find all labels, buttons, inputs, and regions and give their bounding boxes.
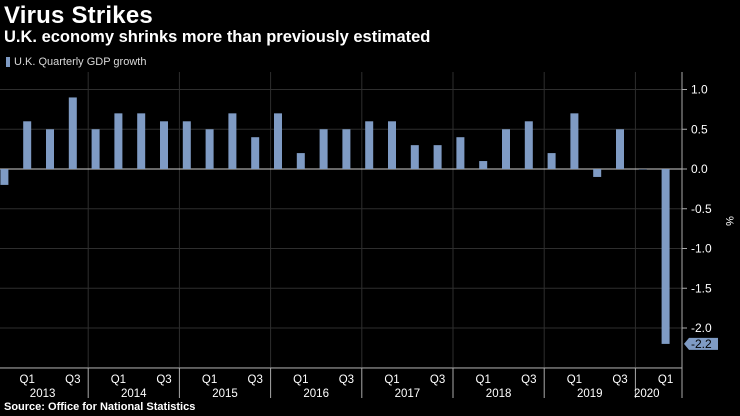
x-year-label: 2018 xyxy=(486,388,512,400)
y-tick-label: 0.5 xyxy=(691,122,708,136)
x-year-label: 2020 xyxy=(634,388,660,400)
x-quarter-label: Q1 xyxy=(384,374,399,386)
bar xyxy=(388,121,396,169)
bar xyxy=(319,129,328,169)
x-year-label: 2014 xyxy=(121,388,147,400)
bar xyxy=(456,137,465,169)
bar xyxy=(570,113,579,169)
bar xyxy=(547,153,556,169)
x-year-label: 2017 xyxy=(395,388,421,400)
bar xyxy=(114,113,123,169)
bar xyxy=(638,169,647,170)
source-note: Source: Office for National Statistics xyxy=(4,401,196,413)
bar xyxy=(137,113,146,169)
x-quarter-label: Q1 xyxy=(202,374,217,386)
x-year-label: 2013 xyxy=(30,388,56,400)
legend-swatch xyxy=(6,57,10,67)
y-tick-label: -1.5 xyxy=(691,281,712,295)
x-quarter-label: Q1 xyxy=(293,374,308,386)
y-tick-label: 1.0 xyxy=(691,83,708,97)
bar xyxy=(593,169,602,177)
x-quarter-label: Q3 xyxy=(612,374,627,386)
x-quarter-label: Q1 xyxy=(658,374,673,386)
bar xyxy=(46,129,54,169)
bar xyxy=(479,161,488,169)
x-quarter-label: Q1 xyxy=(111,374,126,386)
bar xyxy=(616,129,624,169)
x-year-label: 2019 xyxy=(577,388,603,400)
y-tick-label: -1.0 xyxy=(691,242,712,256)
y-tick-label: -2.0 xyxy=(691,321,712,335)
y-axis-unit: % xyxy=(723,216,735,226)
bar xyxy=(410,145,419,169)
bar xyxy=(205,129,214,169)
bar xyxy=(228,113,237,169)
bar xyxy=(274,113,282,169)
y-tick-label: 0.0 xyxy=(691,162,708,176)
x-quarter-label: Q3 xyxy=(521,374,536,386)
x-year-label: 2016 xyxy=(303,388,329,400)
bar xyxy=(502,129,510,169)
x-quarter-label: Q1 xyxy=(20,374,35,386)
y-tick-label: -0.5 xyxy=(691,202,712,216)
x-quarter-label: Q3 xyxy=(339,374,354,386)
legend-label: U.K. Quarterly GDP growth xyxy=(14,56,147,68)
bar xyxy=(0,169,9,185)
x-quarter-label: Q3 xyxy=(248,374,263,386)
bar xyxy=(68,97,77,169)
bar xyxy=(23,121,32,169)
x-quarter-label: Q1 xyxy=(476,374,491,386)
bar xyxy=(524,121,533,169)
chart-title: Virus Strikes xyxy=(4,2,153,29)
bar xyxy=(661,169,670,344)
x-quarter-label: Q3 xyxy=(430,374,445,386)
chart-subtitle: U.K. economy shrinks more than previousl… xyxy=(4,28,431,46)
bar xyxy=(182,121,191,169)
x-quarter-label: Q1 xyxy=(567,374,582,386)
bar xyxy=(91,129,100,169)
bar xyxy=(342,129,351,169)
x-quarter-label: Q3 xyxy=(156,374,171,386)
last-value-label: -2.2 xyxy=(691,337,712,351)
x-quarter-label: Q3 xyxy=(65,374,80,386)
bar xyxy=(160,121,168,169)
x-year-label: 2015 xyxy=(212,388,238,400)
bar xyxy=(296,153,305,169)
legend: U.K. Quarterly GDP growth xyxy=(6,56,146,68)
last-value-badge xyxy=(684,337,718,350)
bar xyxy=(365,121,374,169)
bar xyxy=(433,145,442,169)
bar xyxy=(251,137,260,169)
